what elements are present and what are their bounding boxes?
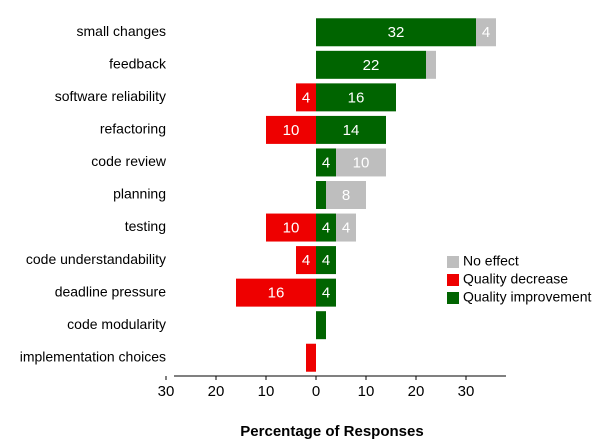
legend-swatch — [447, 256, 459, 268]
bar-segment — [306, 343, 316, 372]
y-tick-label: implementation choices — [20, 348, 166, 364]
y-tick-label: code understandability — [26, 251, 166, 267]
value-label: 4 — [322, 154, 330, 171]
bar-segment — [336, 213, 356, 242]
value-label: 14 — [343, 122, 360, 139]
x-tick-label: 30 — [158, 383, 175, 400]
bar-segment — [266, 213, 316, 242]
x-tick-label: 0 — [312, 383, 320, 400]
value-label: 10 — [353, 154, 370, 171]
y-tick-label: code review — [91, 153, 167, 169]
x-tick-label: 20 — [208, 383, 225, 400]
bar-segment — [316, 148, 336, 177]
bar-segment — [296, 246, 316, 275]
value-label: 4 — [342, 220, 350, 237]
bar-segment — [336, 148, 386, 177]
bar-segment — [316, 246, 336, 275]
value-label: 10 — [283, 122, 300, 139]
legend-swatch — [447, 292, 459, 304]
value-label: 10 — [283, 220, 300, 237]
value-label: 4 — [322, 285, 330, 302]
bar-segment — [316, 181, 326, 209]
bar-segment — [326, 181, 366, 209]
y-tick-label: software reliability — [55, 88, 166, 104]
bar-segment — [426, 50, 436, 79]
x-tick-label: 10 — [258, 383, 275, 400]
bar-segment — [296, 83, 316, 112]
bar-segment — [236, 278, 316, 307]
bar-segment — [316, 278, 336, 307]
bar-segment — [316, 50, 426, 79]
bar-segment — [316, 311, 326, 340]
legend-label: Quality improvement — [463, 289, 591, 305]
y-tick-label: planning — [113, 186, 166, 202]
bar-segment — [476, 18, 496, 47]
y-tick-label: testing — [125, 218, 166, 234]
x-tick-label: 20 — [408, 383, 425, 400]
value-label: 32 — [388, 24, 405, 41]
bar-segment — [266, 115, 316, 144]
legend-label: No effect — [463, 253, 519, 269]
y-tick-label: deadline pressure — [55, 283, 167, 299]
value-label: 8 — [342, 187, 350, 204]
legend-label: Quality decrease — [463, 271, 568, 287]
y-tick-label: feedback — [109, 56, 167, 72]
x-tick-label: 30 — [458, 383, 475, 400]
value-label: 4 — [322, 220, 330, 237]
value-label: 16 — [268, 285, 285, 302]
value-label: 22 — [363, 57, 380, 74]
bar-segment — [316, 18, 476, 47]
y-tick-label: small changes — [77, 23, 167, 39]
bar-segment — [316, 83, 396, 112]
y-tick-label: refactoring — [100, 121, 166, 137]
value-label: 4 — [302, 89, 310, 106]
value-label: 4 — [302, 252, 310, 269]
legend-swatch — [447, 274, 459, 286]
bar-segment — [316, 115, 386, 144]
x-axis-title: Percentage of Responses — [240, 423, 423, 440]
value-label: 16 — [348, 89, 365, 106]
x-tick-label: 10 — [358, 383, 375, 400]
value-label: 4 — [322, 252, 330, 269]
value-label: 4 — [482, 24, 490, 41]
bar-segment — [316, 213, 336, 242]
y-tick-label: code modularity — [67, 316, 166, 332]
